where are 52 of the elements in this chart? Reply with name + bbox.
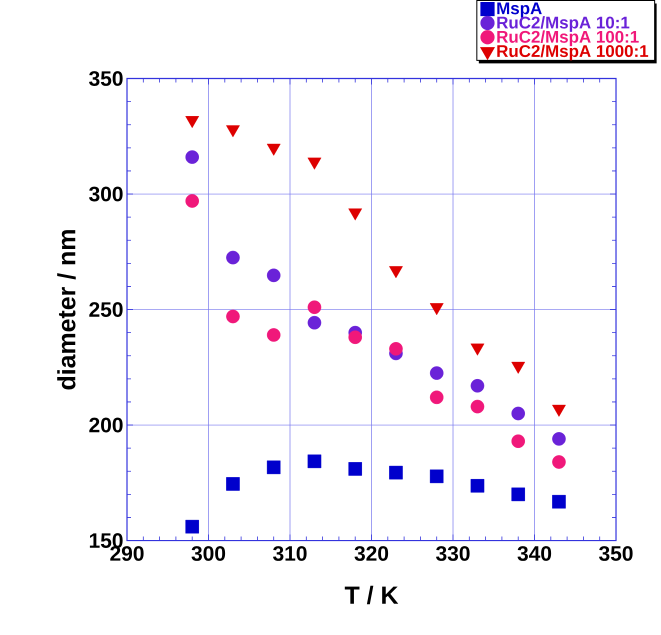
- legend-label: RuC2/MspA 1000:1: [497, 44, 648, 61]
- point: [511, 488, 526, 502]
- y-tick-label: 150: [90, 533, 123, 548]
- point: [511, 434, 526, 448]
- point: [430, 390, 444, 404]
- point: [389, 266, 403, 278]
- point: [470, 379, 484, 393]
- point: [185, 520, 200, 534]
- point: [552, 432, 566, 446]
- point: [308, 300, 322, 314]
- point: [389, 466, 403, 480]
- x-tick-label: 290: [110, 546, 144, 562]
- point: [226, 126, 240, 138]
- point: [552, 495, 566, 509]
- point: [266, 460, 281, 474]
- point: [430, 303, 444, 316]
- y-tick-label: 300: [89, 186, 123, 202]
- point: [430, 366, 444, 380]
- point: [308, 316, 322, 330]
- point: [308, 454, 322, 468]
- point: [185, 194, 200, 208]
- point: [226, 477, 240, 491]
- point: [348, 330, 362, 344]
- x-tick-label: 330: [436, 546, 470, 562]
- x-tick-label: 320: [354, 546, 388, 562]
- point: [185, 150, 200, 164]
- x-tick-label: 310: [273, 546, 307, 562]
- point: [430, 470, 444, 484]
- point: [266, 144, 281, 156]
- point: [308, 158, 322, 170]
- y-tick-label: 200: [89, 418, 123, 433]
- x-tick-label: 300: [192, 546, 226, 562]
- point: [511, 406, 526, 421]
- point: [266, 268, 281, 282]
- legend-label: RuC2/MspA 100:1: [497, 30, 639, 46]
- y-tick-label: 350: [89, 71, 123, 86]
- x-tick-label: 350: [599, 546, 633, 562]
- point: [226, 310, 240, 324]
- point: [185, 116, 200, 128]
- y-axis-title: diameter / nm: [57, 230, 76, 390]
- x-axis-title: T / K: [344, 586, 398, 605]
- point: [348, 462, 362, 476]
- legend-label: MspA: [497, 2, 542, 18]
- y-tick-label: 250: [89, 302, 123, 318]
- point: [389, 342, 403, 356]
- point: [226, 250, 240, 265]
- point: [266, 328, 281, 342]
- point: [348, 208, 362, 221]
- point: [470, 400, 484, 414]
- point: [470, 479, 484, 493]
- point: [552, 455, 566, 470]
- x-tick-label: 340: [518, 546, 552, 562]
